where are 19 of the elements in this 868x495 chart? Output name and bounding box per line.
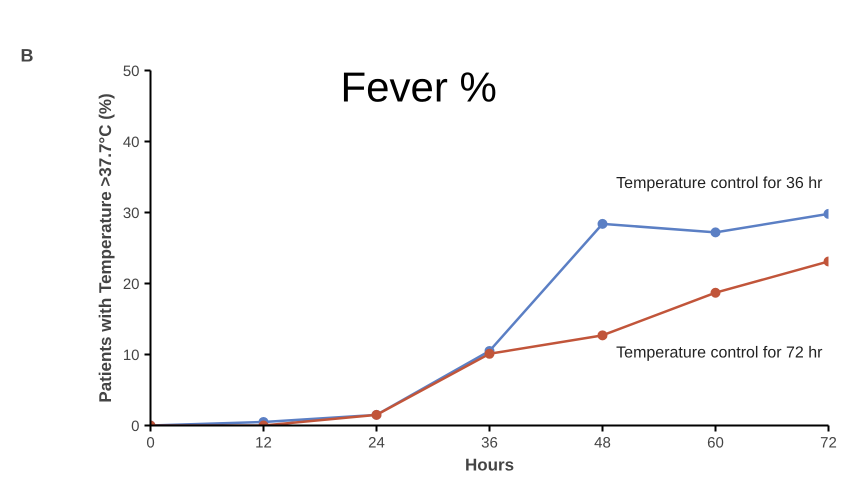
x-tick-label: 48 — [594, 434, 611, 452]
x-tick-label: 12 — [255, 434, 272, 452]
x-tick-label: 72 — [820, 434, 837, 452]
y-tick-label: 20 — [122, 276, 140, 293]
annotation: Fever % — [340, 64, 497, 110]
y-tick-label: 10 — [122, 347, 140, 364]
y-tick-label: 50 — [122, 63, 140, 80]
x-tick-label: 60 — [707, 434, 724, 452]
y-tick-label: 30 — [122, 205, 140, 222]
series-label: Temperature control for 72 hr — [616, 344, 824, 362]
y-axis-title: Patients with Temperature >37.7°C (%) — [96, 93, 115, 403]
x-tick-label: 0 — [146, 434, 155, 452]
x-tick-label: 36 — [481, 434, 498, 452]
chart-title: B — [20, 46, 34, 66]
y-tick-label: 0 — [131, 418, 140, 435]
y-tick-label: 40 — [122, 134, 140, 151]
x-axis-title: Hours — [464, 456, 514, 474]
series-label: Temperature control for 36 hr — [616, 174, 824, 192]
x-tick-label: 24 — [368, 434, 385, 452]
